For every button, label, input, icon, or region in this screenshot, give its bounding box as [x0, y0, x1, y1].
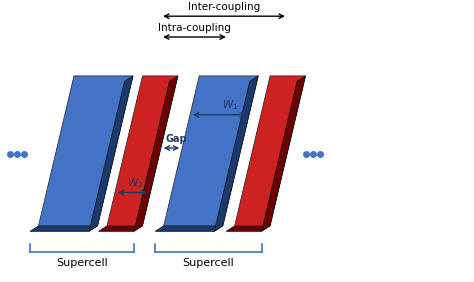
Text: Supercell: Supercell [182, 258, 234, 268]
Polygon shape [235, 76, 306, 226]
Polygon shape [164, 76, 258, 226]
Polygon shape [89, 76, 133, 231]
Polygon shape [30, 226, 98, 231]
Polygon shape [226, 226, 270, 231]
Text: $W_2$: $W_2$ [127, 176, 143, 190]
Text: Gap: Gap [165, 134, 187, 144]
Polygon shape [134, 76, 178, 231]
Polygon shape [262, 76, 306, 231]
Text: Intra-coupling: Intra-coupling [158, 23, 231, 33]
Text: Inter-coupling: Inter-coupling [188, 2, 260, 12]
Polygon shape [38, 76, 133, 226]
Polygon shape [214, 76, 258, 231]
Text: $W_1$: $W_1$ [222, 99, 238, 113]
Polygon shape [99, 226, 143, 231]
Polygon shape [155, 226, 223, 231]
Text: Supercell: Supercell [56, 258, 108, 268]
Polygon shape [107, 76, 178, 226]
